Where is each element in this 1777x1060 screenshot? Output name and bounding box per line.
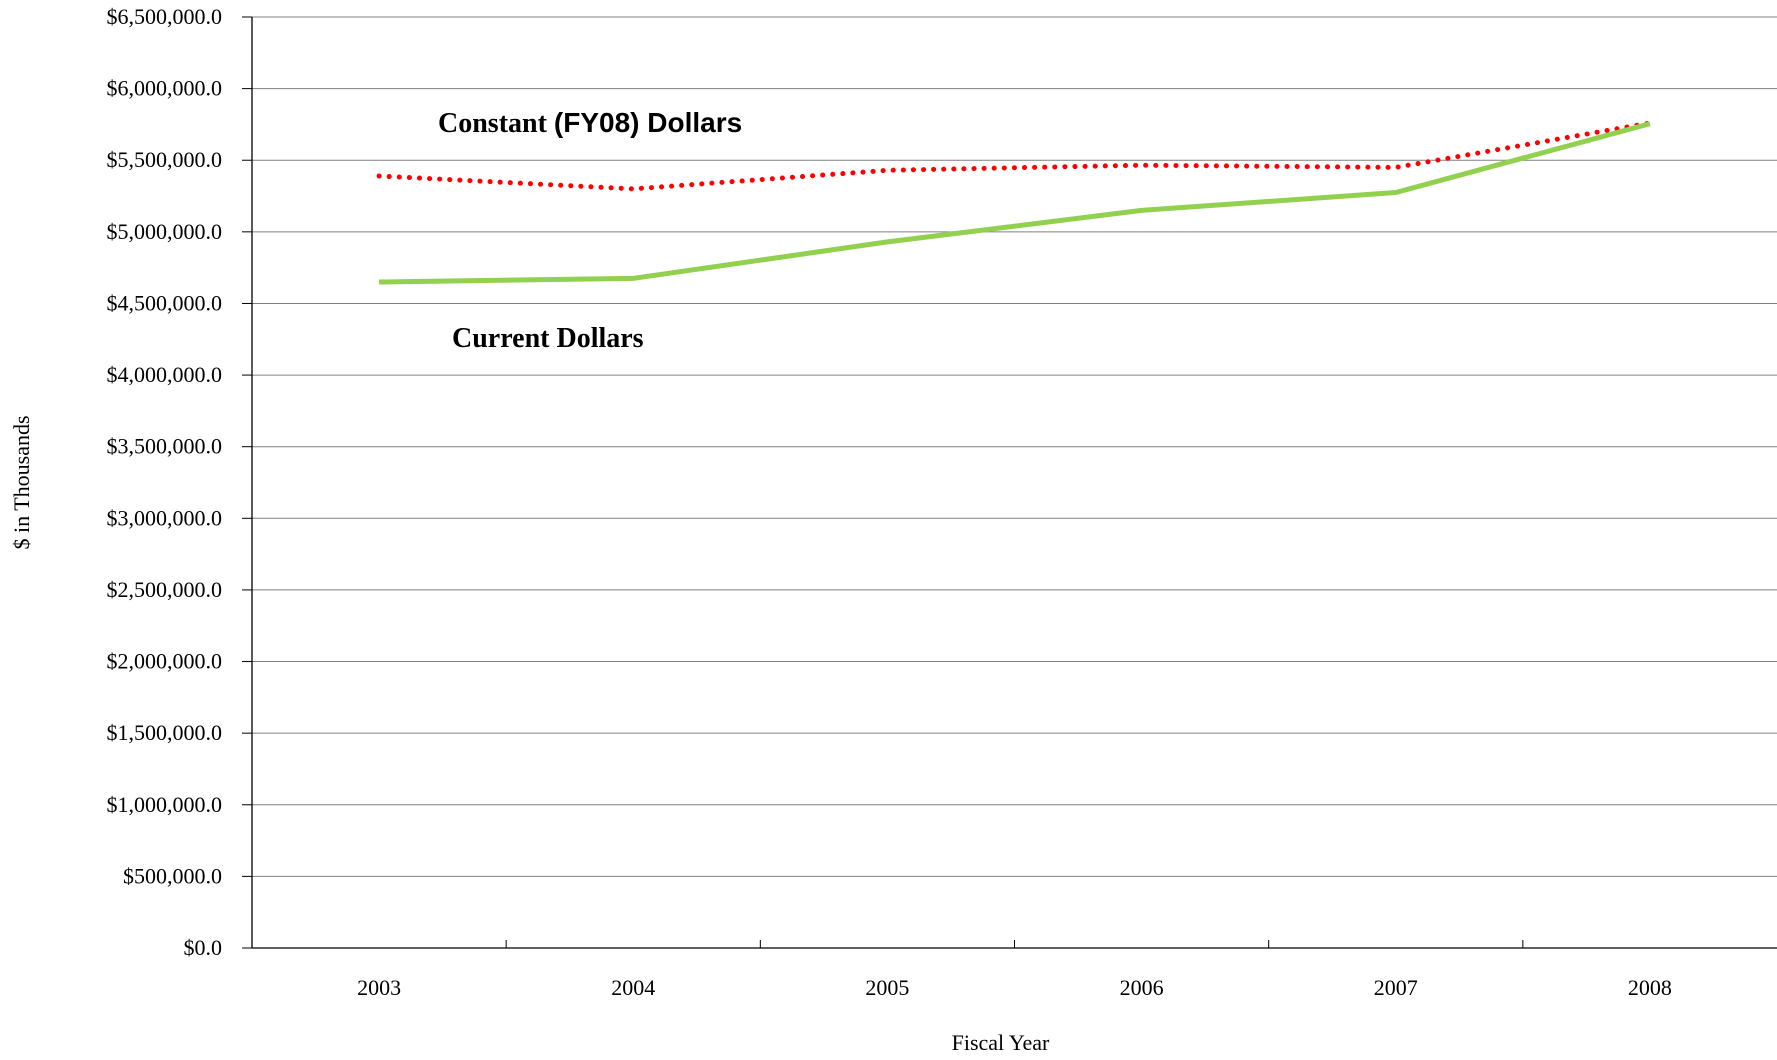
annotation-constant-dollars: Constant (FY08) Dollars [438, 107, 742, 139]
y-tick-label: $3,000,000.0 [107, 505, 223, 530]
series-line-current-dollars [379, 121, 1651, 285]
series-lines [376, 120, 1653, 285]
series-line-constant-dollars [376, 120, 1653, 192]
y-tick-label: $5,500,000.0 [107, 147, 223, 172]
y-tick-label: $2,000,000.0 [107, 649, 223, 674]
y-tick-label: $4,000,000.0 [107, 362, 223, 387]
x-tick-label: 2006 [1120, 975, 1164, 1000]
x-tick-label: 2007 [1374, 975, 1418, 1000]
x-tick-label: 2003 [357, 975, 401, 1000]
x-axis-title: Fiscal Year [952, 1030, 1050, 1055]
annotation-text-part: (FY08) Dollars [554, 107, 742, 138]
y-tick-label: $3,500,000.0 [107, 434, 223, 459]
axes [242, 16, 1777, 949]
series-annotations: Constant (FY08) Dollars Current Dollars [438, 107, 742, 354]
y-tick-label: $1,500,000.0 [107, 720, 223, 745]
y-tick-label: $4,500,000.0 [107, 290, 223, 315]
x-tick-label: 2008 [1628, 975, 1672, 1000]
annotation-current-dollars: Current Dollars [452, 323, 644, 354]
y-tick-label: $6,500,000.0 [107, 4, 223, 29]
y-axis-title: $ in Thousands [9, 415, 34, 549]
x-axis-tick-labels: 2003 2004 2005 2006 2007 2008 [357, 975, 1672, 1000]
y-tick-label: $2,500,000.0 [107, 577, 223, 602]
x-tick-label: 2005 [865, 975, 909, 1000]
annotation-text-part: Constant [438, 108, 554, 139]
y-tick-label: $0.0 [184, 935, 223, 960]
y-tick-label: $6,000,000.0 [107, 76, 223, 101]
y-tick-label: $5,000,000.0 [107, 219, 223, 244]
y-tick-label: $1,000,000.0 [107, 792, 223, 817]
y-axis-tick-labels: $0.0 $500,000.0 $1,000,000.0 $1,500,000.0 $2… [107, 4, 223, 960]
x-tick-label: 2004 [611, 975, 655, 1000]
y-tick-label: $500,000.0 [123, 863, 222, 888]
